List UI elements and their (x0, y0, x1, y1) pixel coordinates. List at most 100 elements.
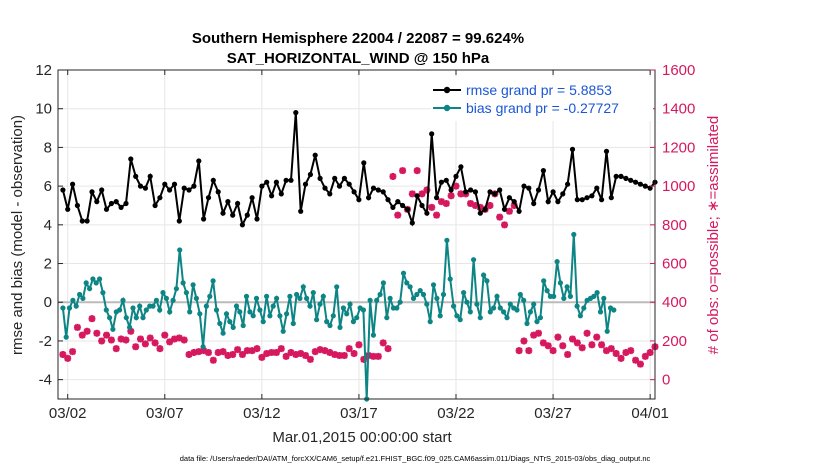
bias-point (180, 280, 186, 286)
obs-count-point (195, 348, 203, 356)
obs-count-point (433, 211, 441, 219)
bias-point (457, 317, 463, 323)
bias-point (440, 291, 447, 298)
obs-count-point (389, 172, 397, 180)
bias-point (467, 309, 473, 315)
y2-axis-label: # of obs: o=possible; ∗=assimilated (705, 116, 722, 355)
bias-point (264, 293, 270, 299)
bias-point (544, 288, 550, 294)
rmse-point (385, 197, 391, 203)
legend: rmse grand pr = 5.8853 bias grand pr = -… (431, 77, 653, 121)
obs-count-point (612, 350, 620, 358)
footnote: data file: /Users/raeder/DAI/ATM_forcXX/… (180, 454, 651, 463)
bias-point (591, 293, 597, 299)
bias-point (230, 324, 236, 330)
y2-tick-label: 400 (662, 294, 687, 311)
bias-point (160, 290, 166, 296)
obs-count-point (510, 201, 518, 209)
obs-count-point (525, 347, 533, 355)
rmse-point (351, 189, 357, 195)
obs-count-point (180, 336, 188, 344)
bias-point (484, 278, 490, 284)
bias-point (153, 297, 159, 303)
bias-point (183, 290, 189, 296)
rmse-point (569, 146, 576, 152)
bias-point (130, 305, 136, 311)
obs-count-point (112, 345, 120, 353)
rmse-point (623, 175, 629, 181)
rmse-point (327, 191, 333, 197)
rmse-point (482, 206, 488, 212)
obs-count-point (234, 346, 242, 354)
bias-point (173, 286, 179, 292)
obs-count-point (573, 339, 581, 347)
bias-point (133, 315, 139, 321)
obs-count-point (568, 335, 576, 343)
rmse-point (637, 181, 644, 187)
obs-count-point (204, 349, 212, 357)
obs-count-point (229, 350, 237, 358)
y-axis-label: rmse and bias (model - observation) (9, 115, 26, 355)
obs-count-point (127, 327, 135, 335)
obs-count-point (598, 341, 606, 349)
bias-point (384, 315, 390, 321)
bias-point (240, 322, 246, 329)
bias-point (304, 295, 310, 301)
rmse-point (438, 179, 444, 185)
bias-point (557, 280, 564, 286)
obs-count-point (442, 200, 450, 208)
x-tick-label: 03/17 (340, 405, 378, 422)
rmse-point (526, 185, 532, 191)
bias-point (310, 290, 316, 296)
bias-point (437, 313, 443, 319)
obs-count-point (78, 331, 86, 339)
obs-count-point (336, 351, 344, 359)
rmse-point (128, 156, 134, 162)
bias-point (150, 303, 156, 309)
bias-point (223, 311, 230, 317)
bias-point (247, 309, 253, 315)
rmse-point (555, 199, 561, 205)
obs-count-point (185, 350, 193, 358)
rmse-point (341, 175, 347, 181)
rmse-point (152, 202, 158, 209)
obs-count-point (379, 339, 387, 347)
rmse-point (613, 173, 619, 179)
bias-point (370, 332, 376, 338)
obs-count-point (476, 203, 484, 211)
obs-count-point (243, 347, 251, 355)
obs-count-point (98, 337, 106, 345)
bias-point (237, 309, 243, 315)
bias-point (203, 303, 209, 309)
bias-point (297, 295, 303, 301)
rmse-point (453, 173, 459, 179)
rmse-point (521, 183, 527, 189)
bias-point (367, 297, 373, 303)
obs-count-point (501, 221, 509, 229)
bias-point (270, 303, 276, 309)
obs-count-point (583, 329, 591, 337)
rmse-point (628, 177, 634, 183)
obs-count-point (452, 182, 460, 190)
plot-frame (57, 69, 656, 400)
obs-count-point (588, 341, 596, 349)
obs-count-point (457, 190, 465, 198)
rmse-point (336, 183, 343, 189)
rmse-point (400, 202, 406, 209)
bias-point (551, 293, 557, 299)
rmse-point (540, 168, 547, 174)
bias-point (574, 303, 580, 309)
rmse-point (196, 158, 202, 164)
rmse-series (60, 110, 658, 228)
rmse-point (210, 177, 216, 183)
obs-count-point (268, 349, 276, 357)
bias-point (497, 305, 503, 311)
rmse-point (235, 200, 241, 207)
rmse-point (380, 189, 386, 195)
rmse-point (608, 195, 614, 201)
bias-point (314, 317, 320, 323)
rmse-point (205, 195, 212, 201)
bias-point (217, 320, 223, 327)
obs-count-point (214, 349, 222, 357)
rmse-point (531, 200, 537, 207)
